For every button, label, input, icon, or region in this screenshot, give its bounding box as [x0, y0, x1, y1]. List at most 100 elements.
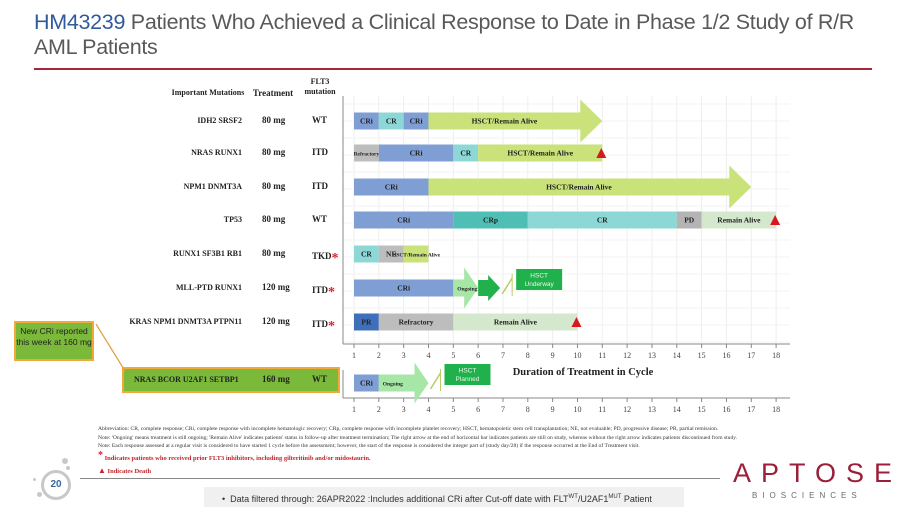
- x-tick-label: 7: [501, 405, 505, 414]
- header-treatment: Treatment: [252, 88, 294, 98]
- new-cri-callout: New CRi reported this week at 160 mg: [14, 321, 94, 361]
- bar-label: HSCT/Remain Alive: [546, 183, 612, 192]
- header-mutations: Important Mutations: [171, 88, 245, 97]
- header-flt3: FLT3 mutation: [304, 77, 336, 96]
- bar-label: CRi: [397, 216, 410, 225]
- bar-segment-remain-alive: [453, 313, 578, 331]
- hsct-status-box: [516, 269, 563, 290]
- bar-arrow-ongoing: [453, 267, 479, 309]
- x-tick-label: 16: [722, 405, 730, 414]
- bar-label: HSCT/Remain Alive: [392, 253, 441, 259]
- x-tick-label: 13: [648, 405, 656, 414]
- patient-treatment: 80 mg: [262, 115, 286, 125]
- decor-dot: [62, 458, 68, 464]
- connector-line: [501, 277, 513, 295]
- aptose-logo: APTOSE: [733, 458, 903, 488]
- legend-death: ▲ Indicates Death: [98, 466, 151, 475]
- bar-label: CRi: [397, 284, 410, 293]
- x-tick-label: 16: [722, 351, 730, 360]
- patient-flt3: ITD: [312, 147, 329, 157]
- bar-segment-refractory: [378, 313, 454, 331]
- x-tick-label: 13: [648, 351, 656, 360]
- bar-segment-cr: [453, 144, 479, 162]
- x-tick-label: 17: [747, 405, 755, 414]
- bar-label: PD: [684, 216, 695, 225]
- patient-treatment: 120 mg: [262, 282, 290, 292]
- star-icon: *: [98, 450, 103, 461]
- hsct-status-label: HSCT: [459, 368, 477, 375]
- x-tick-label: 6: [476, 351, 480, 360]
- bar-label: CRi: [385, 183, 398, 192]
- x-tick-label: 5: [451, 351, 455, 360]
- patient-treatment: 160 mg: [262, 374, 290, 384]
- footer-text-mid: /U2AF1: [577, 494, 609, 504]
- patient-flt3: WT: [312, 214, 328, 224]
- note-response: Note: Each response assessed at a regula…: [98, 443, 640, 449]
- prior-flt3i-star-icon: *: [328, 319, 336, 334]
- bar-label: Remain Alive: [494, 318, 538, 327]
- hsct-status-label: Planned: [456, 376, 480, 383]
- transition-arrow: [478, 275, 501, 301]
- x-tick-label: 15: [698, 351, 706, 360]
- patient-flt3: WT: [312, 115, 328, 125]
- patient-mutations: NRAS BCOR U2AF1 SETBP1: [134, 375, 239, 384]
- bar-label: Refractory: [354, 152, 380, 158]
- legend-death-text: Indicates Death: [107, 468, 152, 475]
- bar-segment-cr: [354, 245, 379, 263]
- x-tick-label: 9: [551, 351, 555, 360]
- bar-label: NE: [386, 250, 396, 259]
- x-tick-label: 9: [551, 405, 555, 414]
- bar-label: CRi: [410, 149, 423, 158]
- bar-segment-hsct-remain-alive: [403, 245, 429, 263]
- x-tick-label: 17: [747, 351, 755, 360]
- x-tick-label: 4: [426, 405, 430, 414]
- hsct-status-label: HSCT: [530, 273, 548, 280]
- bar-label: CR: [361, 250, 372, 259]
- decor-dot: [66, 466, 70, 470]
- bar-segment-cr: [527, 211, 677, 229]
- bar-label: Remain Alive: [717, 216, 761, 225]
- patient-mutations: NRAS RUNX1: [191, 148, 242, 157]
- bar-label: Ongoing: [457, 287, 477, 293]
- bar-segment-cri: [354, 178, 429, 196]
- x-tick-label: 4: [426, 351, 430, 360]
- x-tick-label: 3: [402, 351, 406, 360]
- patient-treatment: 80 mg: [262, 214, 286, 224]
- footer-sup-mut: MUT: [608, 494, 622, 500]
- bar-label: CRp: [483, 216, 498, 225]
- patient-mutations: TP53: [223, 215, 242, 224]
- bar-segment-cri: [354, 211, 454, 229]
- x-tick-label: 18: [772, 405, 780, 414]
- bar-label: PR: [361, 318, 372, 327]
- x-tick-label: 10: [573, 405, 581, 414]
- bar-segment-refractory: [354, 144, 379, 162]
- bar-arrow-hsct-remain-alive: [428, 99, 603, 143]
- prior-flt3i-star-icon: *: [328, 285, 336, 300]
- x-tick-label: 8: [526, 351, 530, 360]
- decor-dot: [37, 492, 42, 497]
- death-triangle-icon: [596, 148, 607, 158]
- data-filter-note: • Data filtered through: 26APR2022 :Incl…: [204, 487, 684, 507]
- new-patient-highlight: [122, 367, 340, 393]
- x-tick-label: 14: [673, 351, 681, 360]
- patient-treatment: 80 mg: [262, 147, 286, 157]
- bar-label: HSCT/Remain Alive: [472, 117, 538, 126]
- x-tick-label: 14: [673, 405, 681, 414]
- x-tick-label: 11: [598, 405, 606, 414]
- study-code: HM43239: [34, 10, 126, 34]
- bar-arrow-ongoing: [378, 362, 429, 404]
- x-tick-label: 8: [526, 405, 530, 414]
- bar-segment-cri: [354, 279, 454, 297]
- bar-segment-cri: [378, 144, 454, 162]
- page-title: HM43239 Patients Who Achieved a Clinical…: [34, 10, 894, 60]
- x-tick-label: 11: [598, 351, 606, 360]
- x-tick-label: 3: [402, 405, 406, 414]
- patient-flt3: ITD*: [312, 319, 336, 334]
- death-triangle-icon: [770, 215, 781, 225]
- patient-treatment: 120 mg: [262, 316, 290, 326]
- bar-segment-ne: [378, 245, 404, 263]
- bar-label: Ongoing: [383, 382, 403, 388]
- hsct-status-label: Underway: [525, 281, 555, 288]
- bar-label: CR: [597, 216, 608, 225]
- bar-label: Refractory: [399, 318, 434, 327]
